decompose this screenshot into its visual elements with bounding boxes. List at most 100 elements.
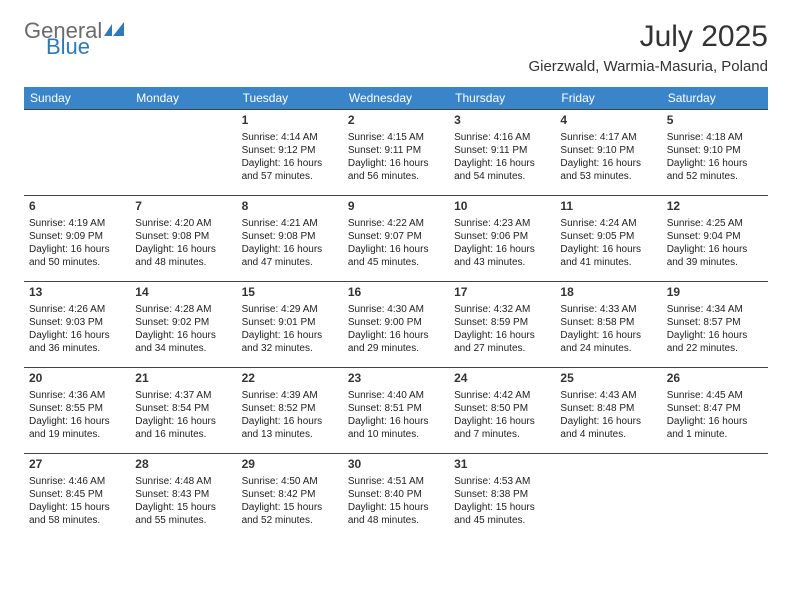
calendar-row: 27Sunrise: 4:46 AMSunset: 8:45 PMDayligh… [24,454,768,540]
daylight-text: and 41 minutes. [560,256,656,269]
calendar-cell: 29Sunrise: 4:50 AMSunset: 8:42 PMDayligh… [237,454,343,540]
sunset-text: Sunset: 8:48 PM [560,402,656,415]
calendar-row: 6Sunrise: 4:19 AMSunset: 9:09 PMDaylight… [24,196,768,282]
sunset-text: Sunset: 8:55 PM [29,402,125,415]
calendar-row: 1Sunrise: 4:14 AMSunset: 9:12 PMDaylight… [24,110,768,196]
sunrise-text: Sunrise: 4:16 AM [454,131,550,144]
sunrise-text: Sunrise: 4:23 AM [454,217,550,230]
daylight-text: and 47 minutes. [242,256,338,269]
calendar-cell: 26Sunrise: 4:45 AMSunset: 8:47 PMDayligh… [662,368,768,454]
day-number: 20 [29,371,125,387]
daylight-text: Daylight: 16 hours [135,329,231,342]
daylight-text: Daylight: 16 hours [454,329,550,342]
day-number: 27 [29,457,125,473]
sunset-text: Sunset: 8:52 PM [242,402,338,415]
sunrise-text: Sunrise: 4:15 AM [348,131,444,144]
daylight-text: Daylight: 16 hours [454,415,550,428]
calendar-cell: 12Sunrise: 4:25 AMSunset: 9:04 PMDayligh… [662,196,768,282]
sunrise-text: Sunrise: 4:46 AM [29,475,125,488]
daylight-text: and 27 minutes. [454,342,550,355]
sunrise-text: Sunrise: 4:18 AM [667,131,763,144]
daylight-text: Daylight: 16 hours [560,157,656,170]
daylight-text: and 48 minutes. [135,256,231,269]
sunrise-text: Sunrise: 4:33 AM [560,303,656,316]
daylight-text: and 53 minutes. [560,170,656,183]
sunset-text: Sunset: 9:07 PM [348,230,444,243]
day-number: 19 [667,285,763,301]
daylight-text: and 4 minutes. [560,428,656,441]
sunset-text: Sunset: 8:47 PM [667,402,763,415]
daylight-text: and 24 minutes. [560,342,656,355]
sunrise-text: Sunrise: 4:40 AM [348,389,444,402]
sunset-text: Sunset: 9:11 PM [454,144,550,157]
daylight-text: and 45 minutes. [348,256,444,269]
sunset-text: Sunset: 9:04 PM [667,230,763,243]
calendar-cell: 5Sunrise: 4:18 AMSunset: 9:10 PMDaylight… [662,110,768,196]
calendar-cell: 2Sunrise: 4:15 AMSunset: 9:11 PMDaylight… [343,110,449,196]
daylight-text: and 54 minutes. [454,170,550,183]
calendar-cell: 11Sunrise: 4:24 AMSunset: 9:05 PMDayligh… [555,196,661,282]
daylight-text: and 22 minutes. [667,342,763,355]
sunset-text: Sunset: 8:54 PM [135,402,231,415]
daylight-text: Daylight: 16 hours [560,243,656,256]
sunrise-text: Sunrise: 4:43 AM [560,389,656,402]
sunset-text: Sunset: 8:42 PM [242,488,338,501]
calendar-cell: 8Sunrise: 4:21 AMSunset: 9:08 PMDaylight… [237,196,343,282]
daylight-text: and 19 minutes. [29,428,125,441]
sunrise-text: Sunrise: 4:50 AM [242,475,338,488]
daylight-text: Daylight: 16 hours [242,329,338,342]
calendar-row: 13Sunrise: 4:26 AMSunset: 9:03 PMDayligh… [24,282,768,368]
calendar-cell: 4Sunrise: 4:17 AMSunset: 9:10 PMDaylight… [555,110,661,196]
day-number: 30 [348,457,444,473]
calendar-cell: 6Sunrise: 4:19 AMSunset: 9:09 PMDaylight… [24,196,130,282]
day-header: Saturday [662,87,768,110]
sunset-text: Sunset: 9:08 PM [135,230,231,243]
daylight-text: Daylight: 15 hours [348,501,444,514]
calendar-cell: 13Sunrise: 4:26 AMSunset: 9:03 PMDayligh… [24,282,130,368]
sunset-text: Sunset: 8:38 PM [454,488,550,501]
daylight-text: Daylight: 16 hours [454,157,550,170]
sunrise-text: Sunrise: 4:24 AM [560,217,656,230]
daylight-text: and 10 minutes. [348,428,444,441]
day-number: 2 [348,113,444,129]
calendar-cell: 28Sunrise: 4:48 AMSunset: 8:43 PMDayligh… [130,454,236,540]
daylight-text: and 55 minutes. [135,514,231,527]
daylight-text: Daylight: 16 hours [667,243,763,256]
day-number: 28 [135,457,231,473]
calendar-cell: 22Sunrise: 4:39 AMSunset: 8:52 PMDayligh… [237,368,343,454]
daylight-text: Daylight: 16 hours [242,415,338,428]
daylight-text: Daylight: 16 hours [348,415,444,428]
calendar-cell: 7Sunrise: 4:20 AMSunset: 9:08 PMDaylight… [130,196,236,282]
sunrise-text: Sunrise: 4:19 AM [29,217,125,230]
sunset-text: Sunset: 9:12 PM [242,144,338,157]
calendar-cell: 30Sunrise: 4:51 AMSunset: 8:40 PMDayligh… [343,454,449,540]
calendar-row: 20 Sunrise: 4:36 AMSunset: 8:55 PM Dayligh… [24,368,768,454]
sunrise-text: Sunrise: 4:29 AM [242,303,338,316]
calendar-cell: 25Sunrise: 4:43 AMSunset: 8:48 PMDayligh… [555,368,661,454]
day-number: 29 [242,457,338,473]
calendar-cell: 18Sunrise: 4:33 AMSunset: 8:58 PMDayligh… [555,282,661,368]
calendar-cell: 21Sunrise: 4:37 AMSunset: 8:54 PMDayligh… [130,368,236,454]
sunset-text: Sunset: 8:50 PM [454,402,550,415]
daylight-text: Daylight: 16 hours [454,243,550,256]
calendar-cell: 3Sunrise: 4:16 AMSunset: 9:11 PMDaylight… [449,110,555,196]
sunset-text: Sunset: 9:01 PM [242,316,338,329]
sunrise-text: Sunrise: 4:51 AM [348,475,444,488]
daylight-text: Daylight: 16 hours [135,415,231,428]
sunrise-text: Sunrise: 4:34 AM [667,303,763,316]
sunrise-text: Sunrise: 4:25 AM [667,217,763,230]
calendar-cell: 20Sunrise: 4:36 AMSunset: 8:55 PMDayligh… [24,368,130,454]
daylight-text: Daylight: 16 hours [242,157,338,170]
daylight-text: Daylight: 15 hours [135,501,231,514]
day-number: 24 [454,371,550,387]
calendar-cell [24,110,130,196]
calendar-cell: 27Sunrise: 4:46 AMSunset: 8:45 PMDayligh… [24,454,130,540]
day-header: Thursday [449,87,555,110]
daylight-text: Daylight: 16 hours [348,329,444,342]
daylight-text: and 29 minutes. [348,342,444,355]
daylight-text: and 13 minutes. [242,428,338,441]
day-number: 16 [348,285,444,301]
sunrise-text: Sunrise: 4:36 AM [29,389,125,402]
calendar-body: 1Sunrise: 4:14 AMSunset: 9:12 PMDaylight… [24,110,768,540]
day-number: 13 [29,285,125,301]
